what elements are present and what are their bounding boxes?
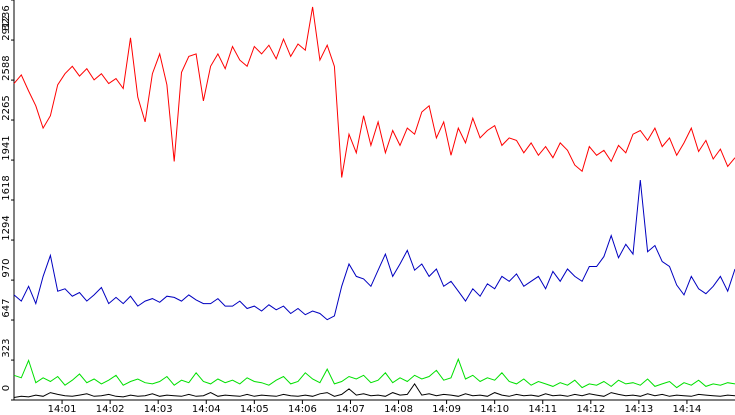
series-line	[13, 383, 735, 398]
x-tick-label: 14:03	[144, 404, 173, 415]
x-tick-label: 14:04	[192, 404, 221, 415]
series-line	[13, 179, 735, 321]
y-tick-label: 2912	[1, 15, 12, 40]
y-tick-label: 0	[1, 385, 12, 391]
y-tick-label: 1941	[1, 135, 12, 160]
x-tick-label: 14:08	[384, 404, 413, 415]
y-tick-label: 323	[1, 339, 12, 358]
y-tick-label: 3236	[1, 5, 12, 30]
x-tick-label: 14:05	[240, 404, 269, 415]
x-tick-label: 14:07	[336, 404, 365, 415]
x-tick-label: 14:13	[624, 404, 653, 415]
y-tick-label: 1618	[1, 175, 12, 200]
series-line	[13, 6, 735, 178]
x-tick-label: 14:02	[96, 404, 125, 415]
x-tick-label: 14:09	[432, 404, 461, 415]
x-tick-label: 14:11	[528, 404, 557, 415]
x-tick-label: 14:14	[673, 404, 702, 415]
series-line	[13, 357, 735, 389]
y-tick-label: 647	[1, 298, 12, 317]
y-tick-label: 1294	[1, 215, 12, 240]
x-tick-label: 14:01	[48, 404, 77, 415]
x-tick-label: 14:10	[480, 404, 509, 415]
y-tick-label: 970	[1, 259, 12, 278]
x-tick-label: 14:12	[576, 404, 605, 415]
y-tick-label: 2588	[1, 55, 12, 80]
x-tick-label: 14:06	[288, 404, 317, 415]
y-tick-label: 2265	[1, 95, 12, 120]
